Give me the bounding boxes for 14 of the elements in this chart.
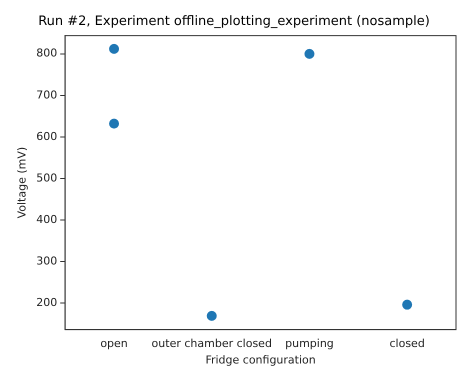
y-tick-label: 200 (36, 296, 58, 309)
x-axis-title: Fridge configuration (205, 353, 316, 366)
x-tick-label: closed (389, 337, 425, 350)
x-tick-label: outer chamber closed (152, 337, 272, 350)
y-axis-title: Voltage (mV) (15, 146, 28, 218)
x-tick-label: open (100, 337, 128, 350)
y-tick-label: 500 (36, 171, 58, 184)
y-tick-label: 600 (36, 130, 58, 143)
x-tick-label: pumping (285, 337, 334, 350)
y-tick-label: 800 (36, 46, 58, 60)
y-tick-label: 400 (36, 212, 58, 226)
y-tick-label: 300 (36, 254, 58, 268)
chart-title: Run #2, Experiment offline_plotting_experiment (nosample) (38, 14, 430, 30)
y-tick-label: 700 (36, 88, 58, 102)
